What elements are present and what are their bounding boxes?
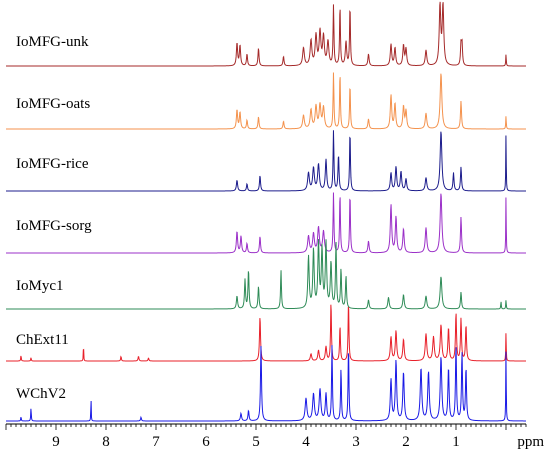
x-axis-unit-label: ppm: [517, 434, 544, 450]
spectrum-trace-iomfg-oats: [6, 72, 526, 130]
spectrum-trace-chext11: [6, 304, 526, 362]
x-tick-label: 8: [102, 434, 110, 450]
series-label: IoMFG-unk: [16, 34, 89, 50]
spectrum-trace-wchv2: [6, 345, 526, 422]
spectra-labels: IoMFG-unk IoMFG-oats IoMFG-rice IoMFG-sorg I…: [16, 34, 92, 402]
spectrum-trace-iomfg-unk: [6, 1, 526, 67]
x-axis: 9 8 7 6 5 4 3 2 1 ppm: [5, 423, 544, 450]
x-tick-label: 3: [352, 434, 360, 450]
x-tick-label: 1: [452, 434, 460, 450]
series-label: IoMFG-sorg: [16, 218, 92, 234]
series-label: IoMFG-oats: [16, 96, 90, 112]
spectrum-trace-iomfg-rice: [6, 130, 526, 192]
spectrum-trace-iomfg-sorg: [6, 192, 526, 254]
x-tick-label: 2: [402, 434, 410, 450]
x-tick-label: 4: [302, 434, 310, 450]
spectra-traces: [6, 1, 526, 422]
x-tick-label: 7: [152, 434, 160, 450]
x-tick-label: 6: [202, 434, 210, 450]
series-label: IoMyc1: [16, 278, 64, 294]
x-tick-label: 5: [252, 434, 260, 450]
spectrum-trace-iomyc1: [6, 238, 526, 310]
series-label: ChExt11: [16, 332, 69, 348]
series-label: WChV2: [16, 386, 66, 402]
series-label: IoMFG-rice: [16, 156, 89, 172]
x-tick-label: 9: [52, 434, 60, 450]
